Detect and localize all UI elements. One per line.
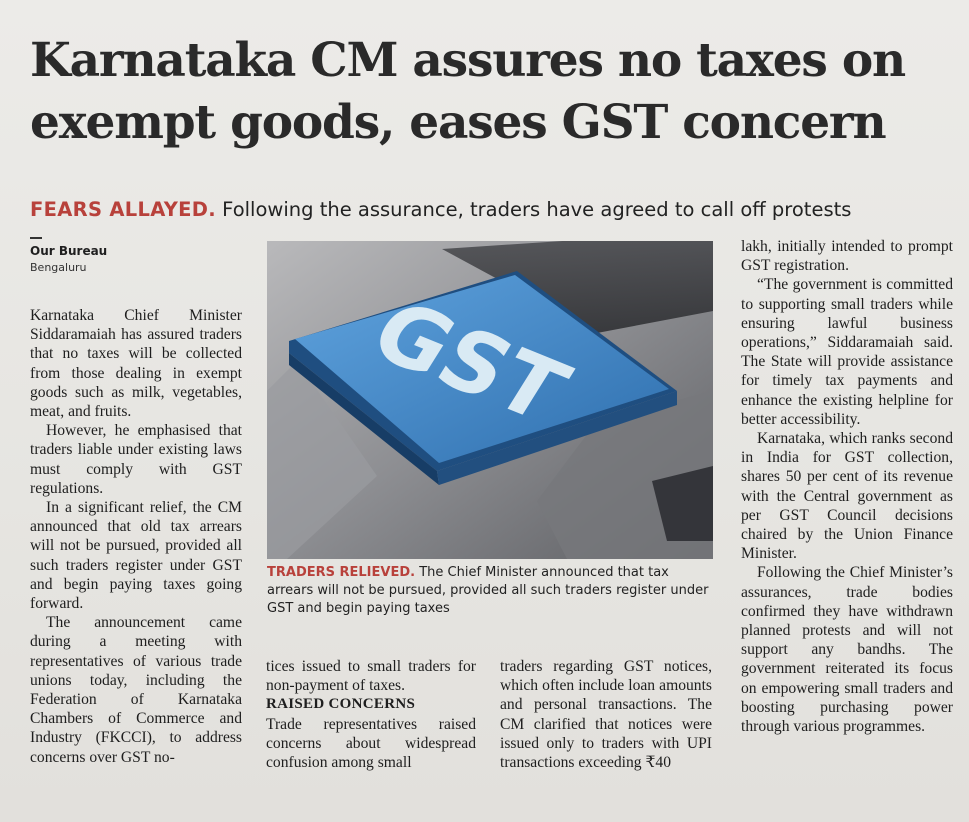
keyboard-image: GST [267,241,713,559]
byline: Our Bureau Bengaluru [30,237,108,276]
paragraph: Karnataka, which ranks second in India f… [741,430,953,563]
dateline: Bengaluru [30,261,87,274]
caption-tag: TRADERS RELIEVED. [267,565,416,580]
headline: Karnataka CM assures no taxes on exempt … [30,33,906,150]
column-3: traders regarding GST notices, which oft… [500,657,712,772]
caption-text: The Chief Minister announced that tax ar… [267,565,709,616]
paragraph: The announcement came during a meeting w… [30,614,242,766]
byline-name: Our Bureau [30,244,108,258]
paragraph: In a significant relief, the CM announce… [30,499,242,613]
paragraph: traders regarding GST notices, which oft… [500,658,712,772]
paragraph: lakh, initially intended to prompt GST r… [741,238,953,275]
kicker: FEARS ALLAYED. Following the assurance, … [30,197,960,223]
paragraph: However, he emphasised that traders liab… [30,422,242,497]
column-4: lakh, initially intended to prompt GST r… [741,237,953,736]
column-1: Karnataka Chief Minister Siddaramaiah ha… [30,306,242,767]
paragraph: tices issued to small traders for non-pa… [266,658,476,695]
kicker-tag: FEARS ALLAYED. [30,198,216,221]
paragraph: Following the Chief Minister’s assurance… [741,564,953,736]
byline-rule [30,237,42,239]
paragraph: “The government is committed to supporti… [741,276,953,428]
paragraph: Karnataka Chief Minister Siddaramaiah ha… [30,307,242,421]
photo-caption: TRADERS RELIEVED. The Chief Minister ann… [267,564,713,618]
kicker-text: Following the assurance, traders have ag… [215,198,852,221]
subhead: RAISED CONCERNS [266,696,416,713]
paragraph: Trade representatives raised concerns ab… [266,715,476,772]
column-2: tices issued to small traders for non-pa… [266,657,476,772]
gst-keyboard-photo: GST [267,241,713,559]
